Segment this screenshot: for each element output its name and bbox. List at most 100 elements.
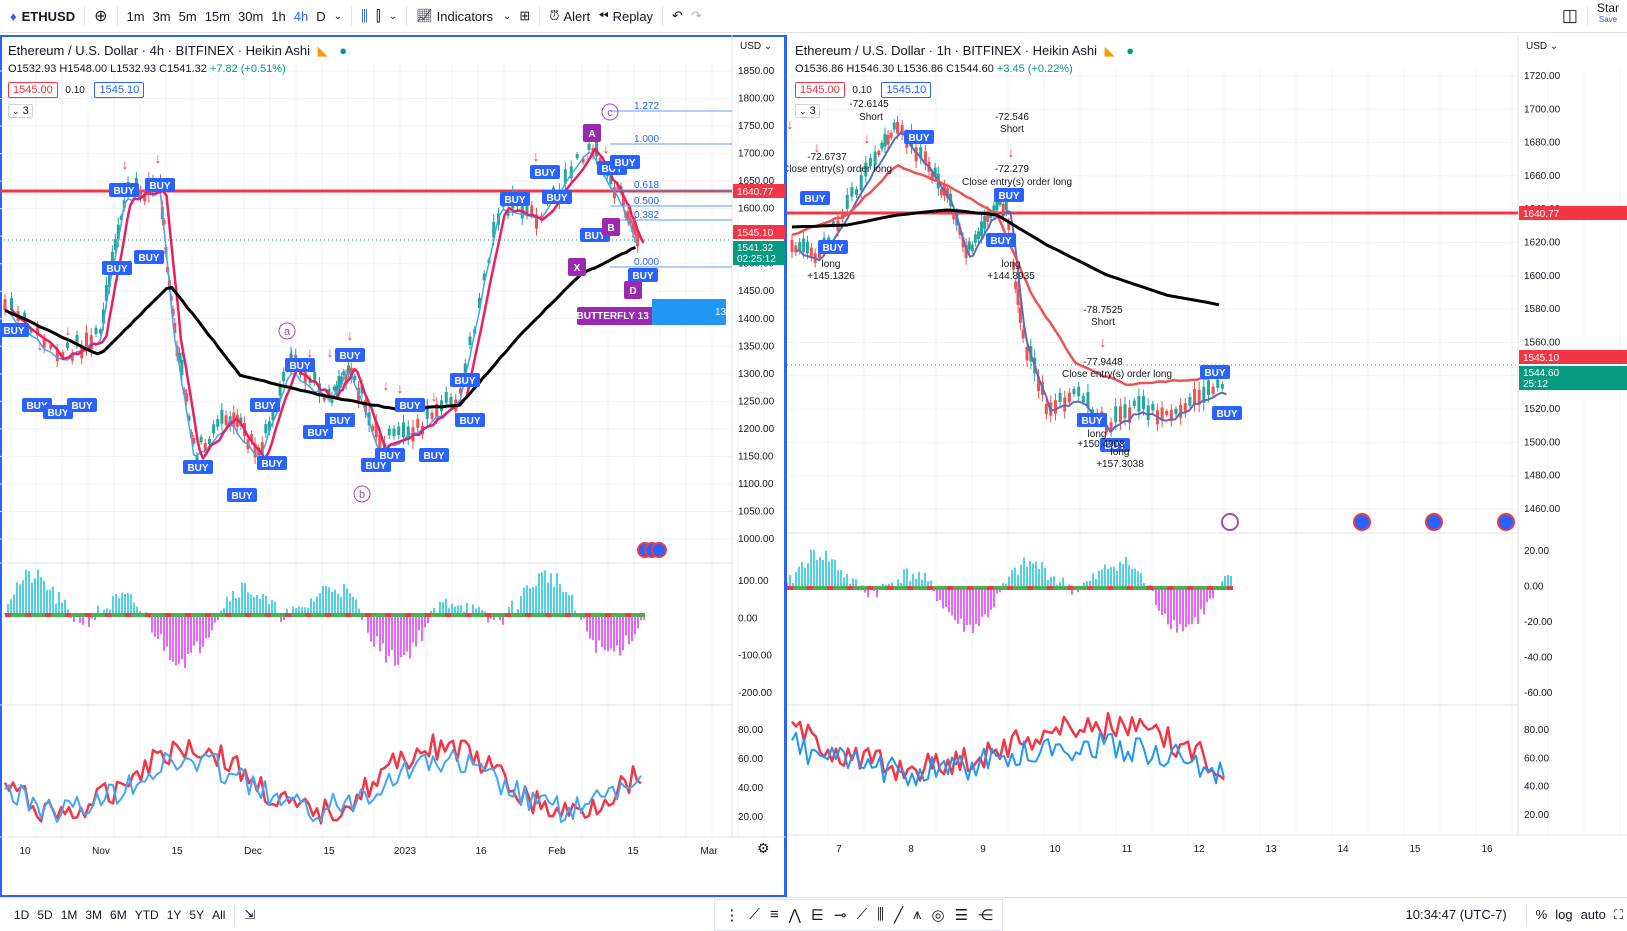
gann-icon[interactable]: ⋿ <box>810 906 824 924</box>
range-ytd[interactable]: YTD <box>134 907 159 922</box>
heikin-ashi-candle-body <box>444 391 448 403</box>
clock-readout[interactable]: 10:34:47 (UTC-7) <box>1405 907 1507 922</box>
range-1d[interactable]: 1D <box>14 907 30 922</box>
indicators-button[interactable]: 📈︎ Indicators ⌄ <box>412 3 515 29</box>
us-flag-icon[interactable] <box>1497 513 1515 531</box>
sell-arrow-icon: ↓ <box>327 344 334 360</box>
measure-icon[interactable]: ⋲ <box>978 906 994 924</box>
interval-dropdown[interactable]: ⌄ <box>330 3 346 29</box>
heikin-ashi-candle-body <box>278 385 282 396</box>
auto-toggle[interactable]: auto <box>1580 907 1606 922</box>
plus-circle-icon: ⊕ <box>94 8 108 25</box>
trend-line-icon[interactable]: ⟋ <box>749 906 760 923</box>
heikin-ashi-candle-body <box>933 167 937 178</box>
harmonic-point-label: D <box>629 286 636 297</box>
save-button[interactable]: Star Save <box>1593 2 1627 29</box>
price-tick-label: 1750.00 <box>738 121 775 132</box>
parallel-channel-icon[interactable]: ⫼ <box>877 906 884 923</box>
range-5d[interactable]: 5D <box>37 907 53 922</box>
cycle-icon[interactable]: ◎ <box>931 906 945 924</box>
heikin-ashi-candle-body <box>392 428 396 437</box>
right-ohlc: O1536.86 H1546.30 L1536.86 C1544.60 +3.4… <box>795 63 1134 75</box>
heikin-ashi-candle-body <box>119 215 123 220</box>
range-3m[interactable]: 3M <box>85 907 103 922</box>
symbol-search[interactable]: ♦ ETHUSD <box>6 3 79 29</box>
us-flag-icon[interactable] <box>1425 513 1443 531</box>
lightning-event-icon[interactable] <box>1221 513 1239 531</box>
price-tick-label: 1650.00 <box>738 176 775 187</box>
panels-button[interactable]: ◫ <box>1558 3 1582 29</box>
heikin-ashi-candle-body <box>49 344 53 349</box>
heikin-ashi-candle-body <box>983 215 987 229</box>
xabcd-icon[interactable]: ⩚ <box>913 906 922 923</box>
drag-handle-icon[interactable]: ⋮ <box>724 906 740 924</box>
indicators-collapse[interactable]: ⌄ 3 <box>795 104 820 118</box>
fib-icon[interactable]: ≡ <box>769 906 779 923</box>
line-icon[interactable]: ╱ <box>894 906 904 924</box>
spread-value: 0.10 <box>852 85 872 96</box>
left-chart-pane[interactable]: Ethereum / U.S. Dollar · 4h · BITFINEX ·… <box>0 35 786 897</box>
chart-type-button[interactable]: ⫿ ⌄ <box>372 3 401 29</box>
interval-1m[interactable]: 1m <box>126 8 145 24</box>
heikin-ashi-candle-body <box>609 173 613 185</box>
interval-30m[interactable]: 30m <box>237 8 264 24</box>
time-tick-label: 9 <box>980 844 986 855</box>
range-1m[interactable]: 1M <box>60 907 78 922</box>
price-tick-label: 1700.00 <box>738 149 775 160</box>
buy-price-button[interactable]: 1545.10 <box>94 82 145 98</box>
pattern-icon[interactable]: ⋀ <box>788 906 801 924</box>
ray-icon[interactable]: ⟋ <box>856 906 868 923</box>
range-5y[interactable]: 5Y <box>189 907 205 922</box>
range-1y[interactable]: 1Y <box>166 907 182 922</box>
heikin-ashi-candle-body <box>322 395 326 401</box>
indicators-collapse[interactable]: ⌄ 3 <box>8 104 33 118</box>
heikin-ashi-candle-body <box>113 239 117 250</box>
goto-date-button[interactable]: ⇲ <box>240 902 259 928</box>
us-flag-icon[interactable] <box>651 542 667 558</box>
horizontal-line-icon[interactable]: ⊸ <box>834 906 847 924</box>
log-toggle[interactable]: log <box>1555 907 1573 922</box>
interval-4h[interactable]: 4h <box>293 8 309 24</box>
layouts-button[interactable]: ⊞ <box>515 3 534 29</box>
osc-tick-label: 20.00 <box>1524 546 1549 557</box>
range-all[interactable]: All <box>212 907 226 922</box>
replay-button[interactable]: ⏪︎ Replay <box>594 3 657 29</box>
interval-15m[interactable]: 15m <box>204 8 230 24</box>
fullscreen-button[interactable]: ⛶ <box>1610 902 1627 928</box>
interval-D[interactable]: D <box>316 8 326 24</box>
heikin-ashi-candle-body <box>1151 403 1155 411</box>
undo-button[interactable]: ↶ <box>668 3 687 29</box>
heikin-ashi-candle-body <box>1018 307 1022 323</box>
time-tick-label: Mar <box>700 846 718 857</box>
heikin-ashi-candle-body <box>1114 406 1118 423</box>
time-tick-label: Nov <box>92 846 110 857</box>
text-icon[interactable]: ☰ <box>954 906 969 924</box>
price-tick-label: 1100.00 <box>738 479 774 490</box>
interval-3m[interactable]: 3m <box>152 8 171 24</box>
settings-gear-icon[interactable]: ⚙ <box>757 840 770 856</box>
heikin-ashi-candle-body <box>525 201 529 214</box>
buy-signal-bg <box>250 398 280 412</box>
us-flag-icon[interactable] <box>1353 513 1371 531</box>
buy-price-button[interactable]: 1545.10 <box>881 82 932 98</box>
percent-toggle[interactable]: % <box>1535 907 1548 922</box>
price-tick-label: 1850.00 <box>738 66 775 77</box>
right-chart-canvas[interactable]: USD ⌄ 1720.00 1700.00 1680.00 1660.00 16 40.00… <box>787 35 1627 897</box>
sell-price-button[interactable]: 1545.00 <box>8 82 58 98</box>
interval-5m[interactable]: 5m <box>178 8 197 24</box>
sell-price-button[interactable]: 1545.00 <box>795 82 845 98</box>
buy-signal: BUY <box>231 491 252 502</box>
heikin-ashi-candle-body <box>964 244 968 259</box>
heikin-ashi-candle-body <box>1067 392 1071 403</box>
heikin-ashi-candle-body <box>1109 422 1113 433</box>
interval-1h[interactable]: 1h <box>271 8 286 24</box>
heikin-ashi-candle-body <box>1197 389 1201 405</box>
right-chart-pane[interactable]: Ethereum / U.S. Dollar · 1h · BITFINEX ·… <box>786 35 1627 897</box>
range-6m[interactable]: 6M <box>110 907 127 922</box>
left-chart-canvas[interactable]: USD ⌄ 1850.00 1800.00 1750.00 1700.00 1650.00… <box>0 35 786 897</box>
alert-button[interactable]: ⏰︎ Alert <box>545 3 594 29</box>
redo-button[interactable]: ↷ <box>687 3 706 29</box>
bars-style-button[interactable]: ⫼ <box>357 3 372 29</box>
heikin-ashi-candle-body <box>173 323 177 333</box>
compare-button[interactable]: ⊕ <box>90 3 111 29</box>
